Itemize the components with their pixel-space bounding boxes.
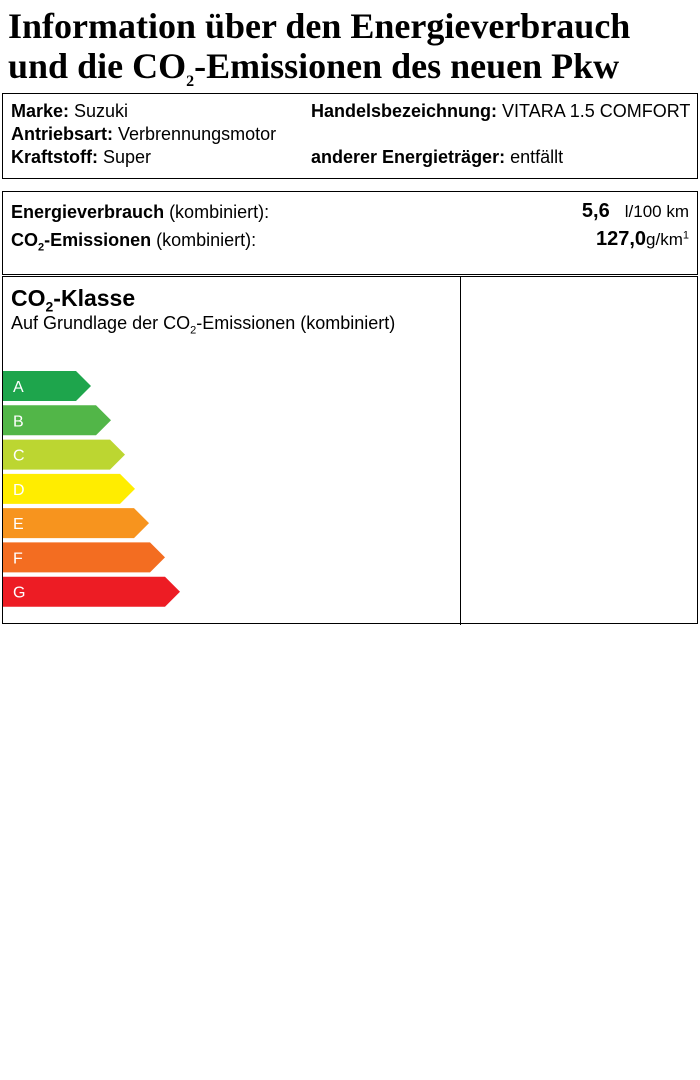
svg-text:B: B xyxy=(13,413,24,430)
svg-text:E: E xyxy=(13,516,24,533)
svg-text:D: D xyxy=(13,482,25,499)
svg-text:C: C xyxy=(13,448,25,465)
svg-text:A: A xyxy=(13,379,24,396)
svg-text:G: G xyxy=(13,585,25,602)
svg-text:F: F xyxy=(13,550,23,567)
